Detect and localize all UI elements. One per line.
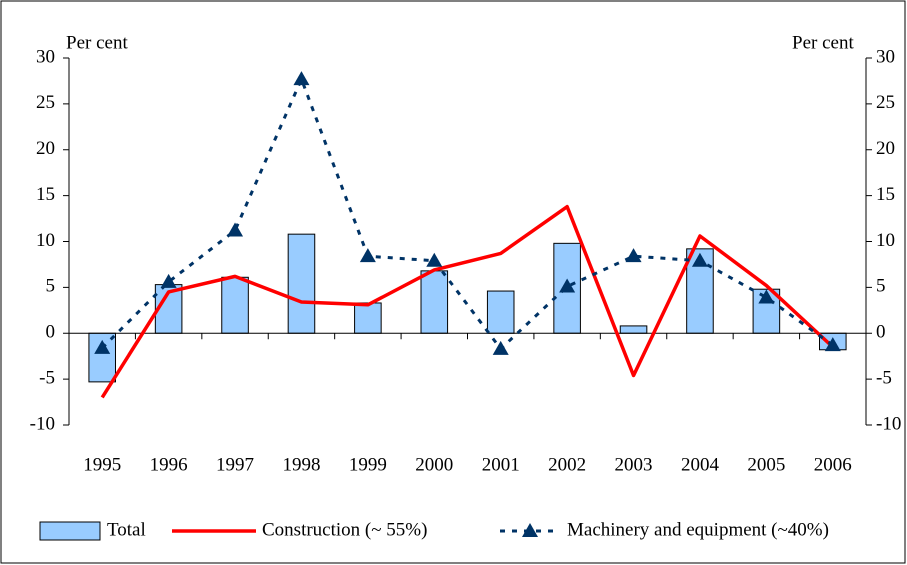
bar bbox=[619, 325, 648, 334]
y-tick-label: 10 bbox=[36, 230, 55, 251]
x-tick-label: 1996 bbox=[150, 454, 188, 475]
y2-tick-label: -10 bbox=[876, 413, 901, 434]
y2-tick-label: 20 bbox=[876, 138, 895, 159]
y2-tick-label: 0 bbox=[876, 322, 886, 343]
x-tick-label: 2003 bbox=[615, 454, 653, 475]
x-tick-label: 2000 bbox=[415, 454, 453, 475]
x-tick-label: 2004 bbox=[681, 454, 720, 475]
legend-label: Machinery and equipment (~40%) bbox=[567, 519, 829, 540]
line bbox=[100, 204, 834, 399]
legend-label: Total bbox=[107, 519, 146, 540]
y2-tick-label: 10 bbox=[876, 230, 895, 251]
y2-tick-label: 5 bbox=[876, 276, 886, 297]
y2-axis-label: Per cent bbox=[792, 32, 854, 53]
y-tick-label: 15 bbox=[36, 184, 55, 205]
dashed-line bbox=[101, 77, 834, 351]
y2-tick-label: -5 bbox=[876, 367, 892, 388]
marker bbox=[625, 248, 642, 263]
y-tick-label: 20 bbox=[36, 138, 55, 159]
x-tick-label: 2001 bbox=[482, 454, 520, 475]
marker bbox=[691, 252, 708, 267]
y2-tick-label: 25 bbox=[876, 92, 895, 113]
marker bbox=[160, 273, 177, 288]
y2-tick-label: 30 bbox=[876, 46, 895, 67]
marker bbox=[227, 222, 244, 237]
y-axis-label: Per cent bbox=[66, 32, 128, 53]
marker bbox=[824, 337, 841, 352]
bar bbox=[420, 270, 449, 334]
x-tick-label: 1998 bbox=[282, 454, 320, 475]
legend-swatch bbox=[39, 521, 101, 541]
marker bbox=[492, 340, 509, 355]
bar bbox=[686, 248, 714, 334]
y-tick-label: 5 bbox=[46, 276, 56, 297]
marker bbox=[426, 252, 443, 267]
y-tick-label: 25 bbox=[36, 92, 55, 113]
y-tick-label: -5 bbox=[39, 367, 55, 388]
y2-tick-label: 15 bbox=[876, 184, 895, 205]
x-tick-label: 1995 bbox=[83, 454, 121, 475]
marker bbox=[293, 71, 310, 86]
bar bbox=[354, 302, 382, 334]
x-tick-label: 2005 bbox=[747, 454, 785, 475]
legend-marker bbox=[522, 523, 538, 537]
marker bbox=[758, 289, 775, 304]
x-tick-label: 1999 bbox=[349, 454, 387, 475]
x-tick-label: 2006 bbox=[814, 454, 852, 475]
bar bbox=[752, 288, 781, 334]
bar bbox=[287, 233, 316, 334]
marker bbox=[559, 278, 576, 293]
y-tick-label: 0 bbox=[46, 322, 56, 343]
marker bbox=[359, 248, 376, 263]
legend-label: Construction (~ 55%) bbox=[262, 519, 427, 540]
marker bbox=[94, 339, 111, 354]
bar bbox=[486, 290, 515, 334]
bar bbox=[221, 276, 249, 334]
y-tick-label: 30 bbox=[36, 46, 55, 67]
y-tick-label: -10 bbox=[30, 413, 55, 434]
x-tick-label: 2002 bbox=[548, 454, 586, 475]
x-tick-label: 1997 bbox=[216, 454, 254, 475]
